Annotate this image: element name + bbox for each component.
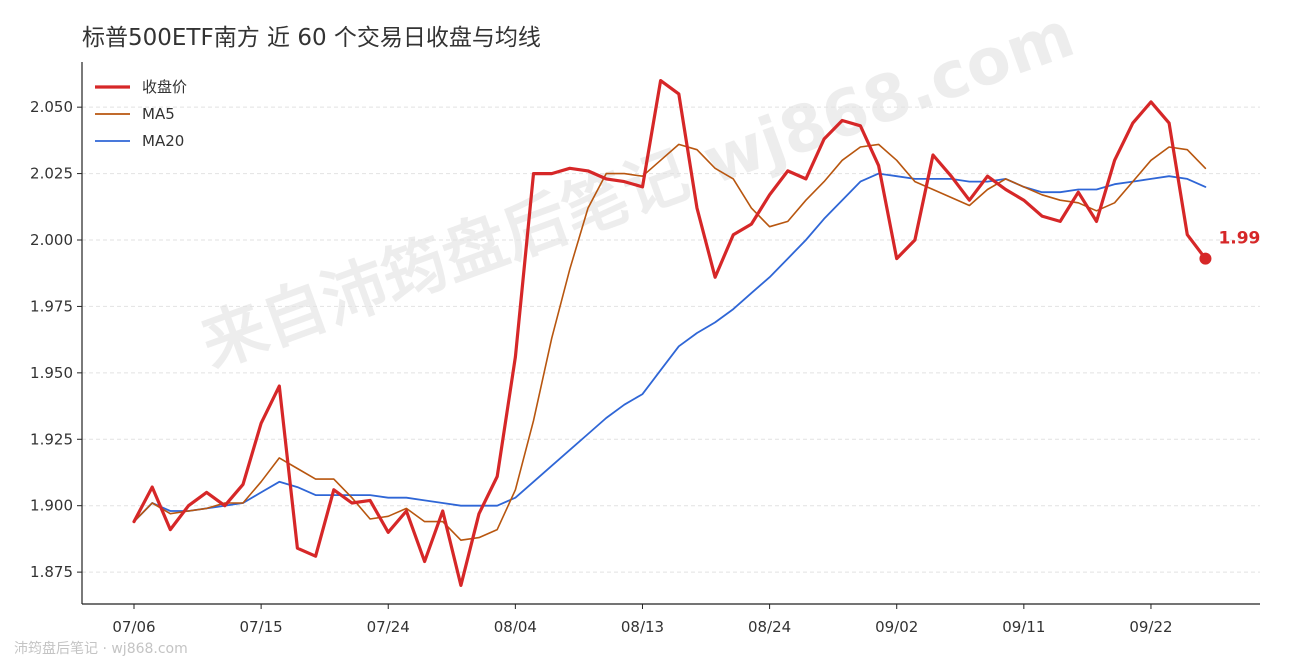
y-tick-label: 1.950 <box>30 364 73 382</box>
legend-label: 收盘价 <box>142 78 187 96</box>
x-tick-label: 07/24 <box>367 618 410 636</box>
x-tick-label: 09/02 <box>875 618 918 636</box>
x-tick-label: 07/15 <box>240 618 283 636</box>
legend-label: MA20 <box>142 132 184 150</box>
legend: 收盘价 MA5 MA20 <box>95 78 187 150</box>
series-lines <box>132 78 1208 588</box>
chart-title: 标普500ETF南方 近 60 个交易日收盘与均线 <box>82 25 541 51</box>
x-tick-label: 08/04 <box>494 618 537 636</box>
watermark: 来自沛筠盘后笔记 wj868.com <box>192 0 1084 383</box>
y-tick-label: 2.000 <box>30 231 73 249</box>
last-close-point <box>1199 252 1212 265</box>
grid <box>82 106 1260 573</box>
y-tick-label: 2.025 <box>30 165 73 183</box>
series-close-line <box>132 78 1208 588</box>
footer-credit: 沛筠盘后笔记 · wj868.com <box>14 640 188 657</box>
x-tick-label: 07/06 <box>112 618 155 636</box>
x-tick-label: 09/11 <box>1002 618 1045 636</box>
x-tick-label: 09/22 <box>1129 618 1172 636</box>
legend-label: MA5 <box>142 105 175 123</box>
annotations: 1.99 <box>1199 229 1260 265</box>
y-tick-label: 1.875 <box>30 563 73 581</box>
y-tick-label: 1.925 <box>30 430 73 448</box>
y-tick-label: 2.050 <box>30 98 73 116</box>
x-tick-label: 08/13 <box>621 618 664 636</box>
last-close-label: 1.99 <box>1218 229 1260 249</box>
axes: 1.875 1.900 1.925 1.950 1.975 2.000 2.025 2.050… <box>30 62 1260 636</box>
series-ma5-line <box>133 143 1207 542</box>
y-tick-label: 1.975 <box>30 297 73 315</box>
y-tick-label: 1.900 <box>30 497 73 515</box>
x-tick-label: 08/24 <box>748 618 791 636</box>
